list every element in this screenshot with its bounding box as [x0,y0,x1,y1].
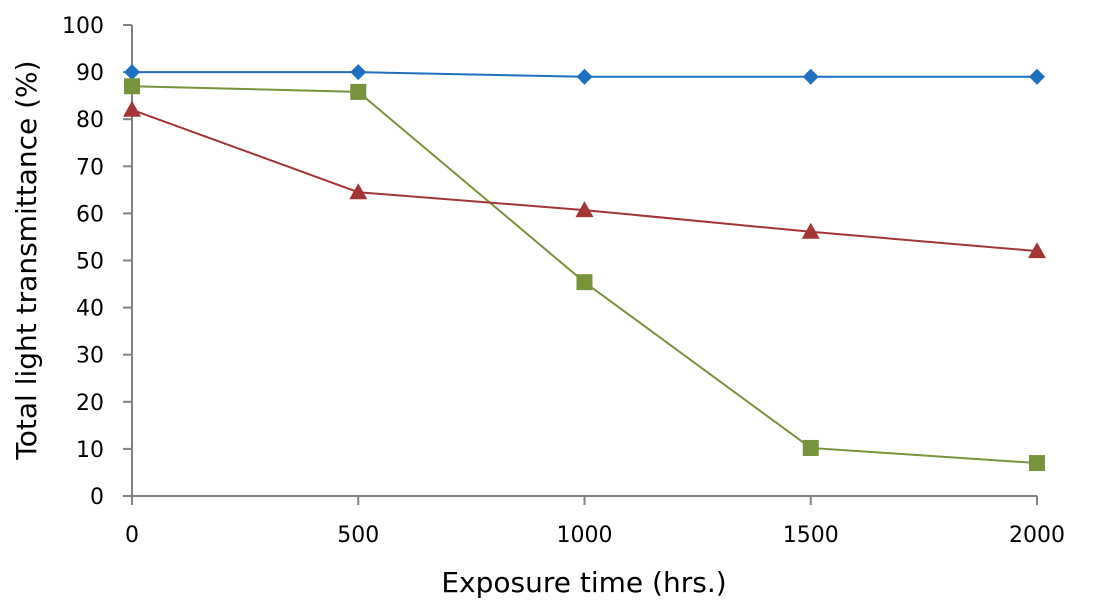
y-tick-label: 10 [76,438,104,463]
y-tick-label: 90 [76,61,104,86]
data-point-diamond [802,68,819,85]
data-point-triangle [575,201,594,218]
y-tick-label: 80 [76,108,104,133]
y-tick-label: 100 [62,14,104,39]
data-point-square [1029,455,1045,472]
series-0 [124,64,1045,85]
data-point-square [350,83,367,100]
data-point-diamond [124,64,140,81]
x-tick-label: 1500 [783,523,839,548]
data-point-triangle [123,100,141,117]
y-tick-label: 0 [90,485,104,510]
data-point-square [576,274,593,291]
y-tick-label: 60 [76,202,104,227]
series-1 [124,78,1045,472]
data-point-square [124,78,140,95]
x-tick-label: 500 [337,523,379,548]
y-tick-label: 50 [76,250,104,275]
y-tick-label: 70 [76,155,104,180]
data-point-triangle [801,222,820,239]
x-tick-label: 2000 [1009,523,1065,548]
x-tick-label: 0 [125,523,139,548]
series-line [131,108,1038,253]
data-point-diamond [350,64,367,81]
x-tick-label: 1000 [557,523,613,548]
y-axis-label: Total light transmittance (%) [10,60,43,460]
x-axis-label: Exposure time (hrs.) [441,566,726,599]
data-point-triangle [349,183,368,200]
data-point-diamond [576,68,593,85]
y-tick-label: 40 [76,297,104,322]
data-point-diamond [1029,68,1045,85]
series-2 [123,100,1046,259]
data-point-triangle [1028,242,1046,259]
data-point-square [802,439,819,456]
y-tick-label: 20 [76,391,104,416]
y-tick-label: 30 [76,344,104,369]
